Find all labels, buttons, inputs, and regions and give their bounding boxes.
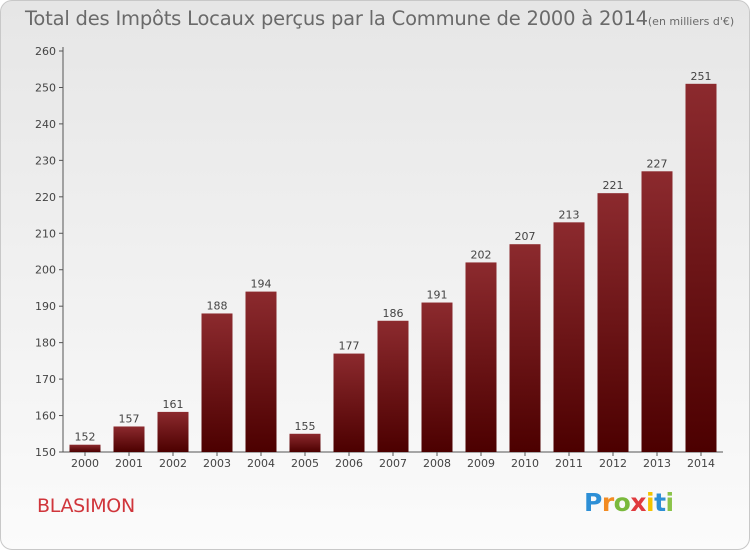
chart-title-unit: (en milliers d'€) [647, 15, 735, 28]
value-label-2012: 221 [603, 179, 624, 192]
value-label-2003: 188 [207, 299, 228, 312]
value-label-2010: 207 [515, 230, 536, 243]
value-label-2006: 177 [339, 340, 360, 353]
x-tick-label: 2001 [115, 457, 143, 470]
chart-title: Total des Impôts Locaux perçus par la Co… [25, 7, 734, 30]
bar-2012 [597, 193, 629, 452]
value-label-2004: 194 [251, 278, 272, 291]
bar-2011 [553, 222, 585, 452]
x-tick-label: 2014 [687, 457, 715, 470]
y-tick-label: 250 [35, 81, 56, 94]
logo-letter: o [613, 488, 631, 517]
bar-2003 [201, 313, 233, 452]
bar-2005 [289, 433, 321, 452]
y-tick-label: 170 [35, 373, 56, 386]
x-tick-label: 2012 [599, 457, 627, 470]
x-tick-label: 2010 [511, 457, 539, 470]
x-tick-label: 2004 [247, 457, 275, 470]
logo-letter: i [646, 488, 655, 517]
bars [69, 83, 717, 453]
x-tick-label: 2005 [291, 457, 319, 470]
value-label-2013: 227 [647, 157, 668, 170]
x-tick-label: 2002 [159, 457, 187, 470]
bar-2009 [465, 262, 497, 452]
bar-2006 [333, 353, 365, 452]
y-tick-label: 150 [35, 446, 56, 459]
logo-letter: t [654, 488, 666, 517]
bar-2014 [685, 83, 717, 453]
bar-2010 [509, 244, 541, 452]
y-tick-label: 180 [35, 337, 56, 350]
y-tick-label: 260 [35, 45, 56, 58]
bar-2002 [157, 411, 189, 452]
value-label-2008: 191 [427, 289, 448, 302]
y-tick-label: 230 [35, 154, 56, 167]
logo-letter: i [665, 488, 675, 517]
value-labels: 152 157 161 188 194 155 177 186 191 202 207 213 221 2… [75, 70, 712, 444]
bar-2004 [245, 291, 277, 452]
x-tick-label: 2003 [203, 457, 231, 470]
value-label-2005: 155 [295, 420, 316, 433]
bar-2008 [421, 302, 453, 452]
y-tick-label: 200 [35, 264, 56, 277]
logo-letter: P [584, 488, 602, 517]
proxiti-logo: Proxiti [584, 488, 674, 517]
value-label-2011: 213 [559, 208, 580, 221]
y-tick-label: 220 [35, 191, 56, 204]
logo-letter: r [601, 488, 614, 517]
logo-letter: x [630, 488, 646, 517]
chart-title-text: Total des Impôts Locaux perçus par la Co… [25, 7, 648, 30]
x-tick-label: 2008 [423, 457, 451, 470]
bar-2000 [69, 444, 101, 452]
value-label-2009: 202 [471, 248, 492, 261]
x-tick-label: 2013 [643, 457, 671, 470]
bar-2001 [113, 426, 145, 452]
x-tick-label: 2011 [555, 457, 583, 470]
commune-name: BLASIMON [37, 495, 135, 517]
x-tick-label: 2007 [379, 457, 407, 470]
y-tick-label: 210 [35, 227, 56, 240]
y-tick-label: 190 [35, 300, 56, 313]
y-tick-label: 160 [35, 410, 56, 423]
bar-2007 [377, 320, 409, 452]
bar-2013 [641, 171, 673, 453]
x-tick-label: 2006 [335, 457, 363, 470]
x-tick-label: 2009 [467, 457, 495, 470]
value-label-2000: 152 [75, 431, 96, 444]
value-label-2002: 161 [163, 398, 184, 411]
value-label-2001: 157 [119, 412, 140, 425]
value-label-2014: 251 [691, 70, 712, 83]
y-tick-label: 240 [35, 118, 56, 131]
value-label-2007: 186 [383, 307, 404, 320]
y-axis: 150 160 170 180 190 200 210 220 230 240 250 260 [35, 45, 64, 459]
x-axis: 2000 2001 2002 2003 2004 2005 2006 2007 2008 2009… [63, 451, 723, 470]
x-tick-label: 2000 [71, 457, 99, 470]
